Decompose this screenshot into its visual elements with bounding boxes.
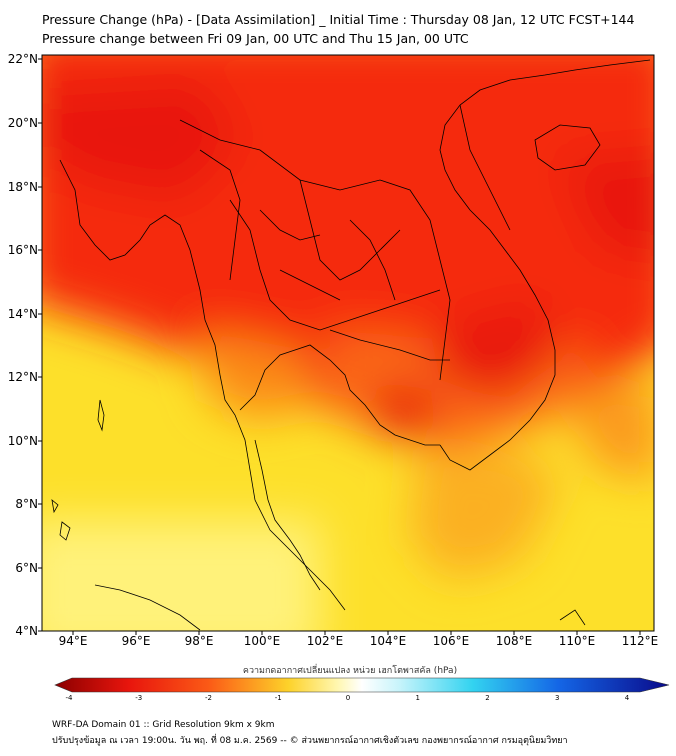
lat-label: 6°N [15, 561, 38, 575]
latitude-labels: 22°N 20°N 18°N 16°N 14°N 12°N 10°N 8°N 6… [8, 52, 38, 638]
lon-label: 96°E [122, 634, 151, 648]
colorbar-tick-label: -2 [205, 694, 212, 702]
colorbar-tick-label: 0 [346, 694, 350, 702]
lon-label: 110°E [559, 634, 596, 648]
colorbar-tick-label: 2 [485, 694, 489, 702]
map-frame [41, 54, 655, 632]
map-subtitle: Pressure change between Fri 09 Jan, 00 U… [42, 31, 469, 46]
lat-label: 16°N [8, 243, 38, 257]
lon-label: 98°E [185, 634, 214, 648]
axis-ticks [38, 58, 641, 635]
lat-label: 12°N [8, 370, 38, 384]
colorbar-tick-label: -4 [66, 694, 74, 702]
lat-label: 4°N [15, 624, 38, 638]
map-title: Pressure Change (hPa) - [Data Assimilati… [42, 12, 635, 27]
colorbar: ความกดอากาศเปลี่ยนแปลง หน่วย เฮกโตพาสคัล… [54, 663, 670, 702]
colorbar-bar [54, 677, 670, 693]
colorbar-tick-label: 1 [416, 694, 420, 702]
colorbar-title: ความกดอากาศเปลี่ยนแปลง หน่วย เฮกโตพาสคัล… [243, 663, 457, 676]
coastlines [51, 59, 651, 631]
lat-label: 8°N [15, 497, 38, 511]
footer-credit: ปรับปรุงข้อมูล ณ เวลา 19:00น. วัน พฤ. ที… [52, 736, 568, 746]
lat-label: 14°N [8, 307, 38, 321]
lon-label: 100°E [244, 634, 281, 648]
colorbar-tick-label: -3 [135, 694, 142, 702]
lon-label: 94°E [59, 634, 88, 648]
lon-label: 102°E [307, 634, 344, 648]
colorbar-tick-label: -1 [275, 694, 282, 702]
lat-label: 20°N [8, 116, 38, 130]
lon-label: 106°E [433, 634, 470, 648]
lat-label: 10°N [8, 434, 38, 448]
lon-label: 112°E [622, 634, 659, 648]
lat-label: 22°N [8, 52, 38, 66]
longitude-labels: 94°E 96°E 98°E 100°E 102°E 104°E 106°E 1… [59, 634, 659, 648]
pressure-field [42, 55, 654, 631]
lat-label: 18°N [8, 180, 38, 194]
footer-model-info: WRF-DA Domain 01 :: Grid Resolution 9km … [52, 720, 275, 730]
colorbar-ticks: -4 -3 -2 -1 0 1 2 3 4 [66, 694, 630, 702]
lon-label: 104°E [370, 634, 407, 648]
colorbar-tick-label: 3 [555, 694, 559, 702]
colorbar-tick-label: 4 [625, 694, 630, 702]
lon-label: 108°E [496, 634, 533, 648]
